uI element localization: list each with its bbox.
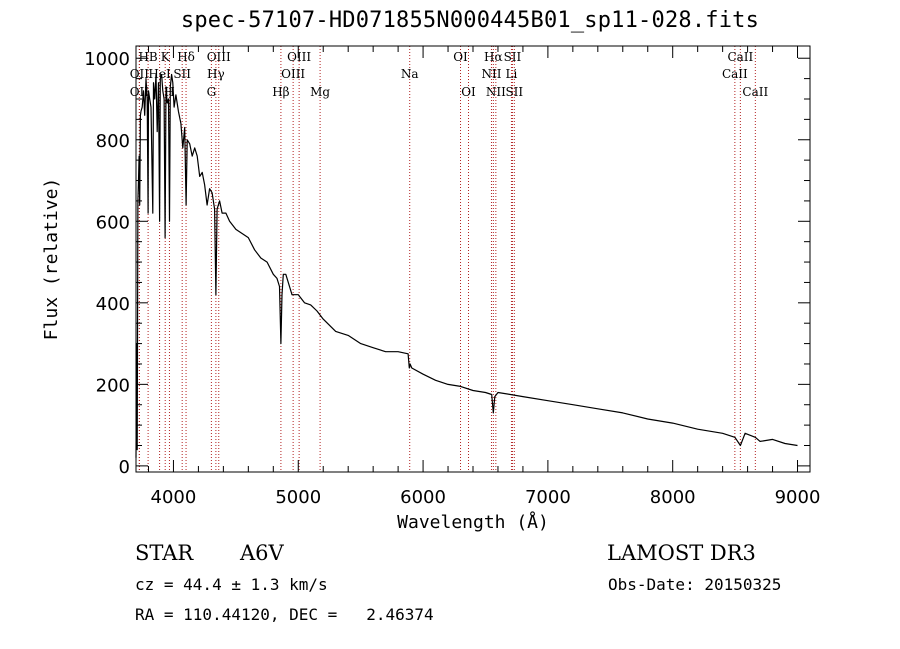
line-label: SII <box>505 85 523 99</box>
line-labels: HB OII OII K HeI H Hδ SII OIII Hγ G Hβ OIII OIII Mg Na O… <box>130 50 769 99</box>
x-axis: 4000 5000 6000 7000 8000 9000 <box>147 46 821 508</box>
y-tick-label: 200 <box>96 375 130 396</box>
x-tick-label: 4000 <box>151 487 197 508</box>
line-label: CaII <box>742 85 768 99</box>
line-label: Hα <box>484 50 503 64</box>
y-tick-label: 800 <box>96 131 130 152</box>
x-tick-label: 7000 <box>525 487 571 508</box>
line-label: Hδ <box>177 50 195 64</box>
line-label: SII <box>504 50 522 64</box>
line-label: H <box>164 85 174 99</box>
y-axis-label: Flux (relative) <box>41 178 62 341</box>
line-label: SII <box>173 67 191 81</box>
y-tick-label: 1000 <box>84 49 130 70</box>
line-label: OI <box>453 50 468 64</box>
line-label: G <box>207 85 217 99</box>
line-label: Hβ <box>272 85 289 99</box>
redshift-velocity: cz = 44.4 ± 1.3 km/s <box>135 575 328 594</box>
line-label: Mg <box>310 85 330 99</box>
chart-title: spec-57107-HD071855N000445B01_sp11-028.f… <box>180 8 760 33</box>
line-label: CaII <box>722 67 748 81</box>
line-label: NII <box>481 67 501 81</box>
x-tick-label: 9000 <box>775 487 821 508</box>
x-axis-label: Wavelength (Å) <box>397 511 549 533</box>
line-label: Li <box>506 67 518 81</box>
plot-frame <box>135 45 811 473</box>
x-tick-label: 8000 <box>650 487 696 508</box>
object-class: STAR <box>135 541 194 565</box>
line-label: K <box>161 50 171 64</box>
line-label: Na <box>401 67 419 81</box>
spectrum-series <box>135 73 798 458</box>
line-markers <box>138 46 756 472</box>
line-label: CaII <box>727 50 753 64</box>
observation-date: Obs-Date: 20150325 <box>608 575 782 594</box>
coordinates: RA = 110.44120, DEC = 2.46374 <box>135 605 434 624</box>
line-label: OII <box>130 85 150 99</box>
line-label: NII <box>486 85 506 99</box>
line-label: OIII <box>287 50 311 64</box>
line-label: OIII <box>281 67 305 81</box>
line-label: OI <box>461 85 476 99</box>
survey-name: LAMOST DR3 <box>607 541 756 565</box>
x-tick-label: 6000 <box>400 487 446 508</box>
line-label: HeI <box>148 67 171 81</box>
y-tick-label: 0 <box>119 457 130 478</box>
spectral-subclass: A6V <box>240 541 284 565</box>
y-axis: 0 200 400 600 800 1000 <box>84 49 810 478</box>
line-label: HB <box>138 50 157 64</box>
x-tick-label: 5000 <box>275 487 321 508</box>
line-label: OII <box>130 67 150 81</box>
y-tick-label: 600 <box>96 212 130 233</box>
line-label: Hγ <box>207 67 225 81</box>
y-tick-label: 400 <box>96 294 130 315</box>
flux-line <box>135 73 798 458</box>
line-label: OIII <box>207 50 231 64</box>
